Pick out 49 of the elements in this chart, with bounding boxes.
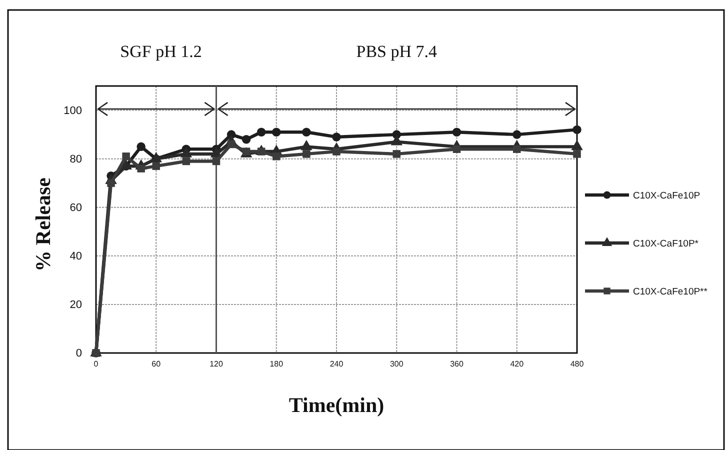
x-tick-label: 300 <box>390 360 404 369</box>
y-tick-label: 100 <box>64 104 82 117</box>
point <box>137 164 145 172</box>
x-tick-label: 120 <box>210 360 224 369</box>
x-tick-label: 60 <box>152 360 162 369</box>
y-tick-label: 80 <box>70 153 82 166</box>
point <box>302 128 311 136</box>
x-tick-label: 480 <box>570 360 584 369</box>
legend-label: C10X-CaFe10P** <box>633 286 708 298</box>
point <box>227 140 236 148</box>
point <box>122 152 130 160</box>
point <box>513 145 521 153</box>
point <box>452 145 461 153</box>
point <box>573 150 581 158</box>
legend-label: C10X-CaF10P* <box>633 238 699 250</box>
text: PBS pH 7.4 <box>356 42 438 61</box>
point <box>152 162 160 170</box>
point <box>182 157 190 166</box>
point <box>572 125 582 134</box>
x-tick-label: 0 <box>94 360 99 369</box>
point <box>332 132 341 142</box>
point <box>512 130 522 139</box>
point <box>571 140 583 150</box>
legend-label: C10X-CaFe10P <box>633 190 700 202</box>
point <box>256 128 266 136</box>
y-axis-title: % Release <box>31 178 55 272</box>
point <box>300 140 312 150</box>
y-tick-label: 40 <box>70 250 82 262</box>
y-tick-label: 60 <box>70 202 82 214</box>
point <box>390 135 403 146</box>
text: SGF pH 1.2 <box>120 42 202 61</box>
x-tick-label: 360 <box>450 360 464 369</box>
point <box>302 150 310 158</box>
point <box>332 148 340 156</box>
x-tick-label: 180 <box>270 360 284 369</box>
point <box>452 128 462 136</box>
y-tick-label: 0 <box>76 348 82 360</box>
point <box>257 148 266 156</box>
point <box>242 135 251 144</box>
x-tick-label: 420 <box>510 360 524 369</box>
point <box>180 147 192 158</box>
point <box>272 152 280 160</box>
point <box>212 157 220 166</box>
x-tick-label: 240 <box>330 360 344 369</box>
y-tick-label: 20 <box>70 298 82 311</box>
x-axis-title: Time(min) <box>288 393 384 417</box>
point <box>136 142 146 152</box>
point <box>392 150 400 158</box>
point <box>272 128 281 136</box>
